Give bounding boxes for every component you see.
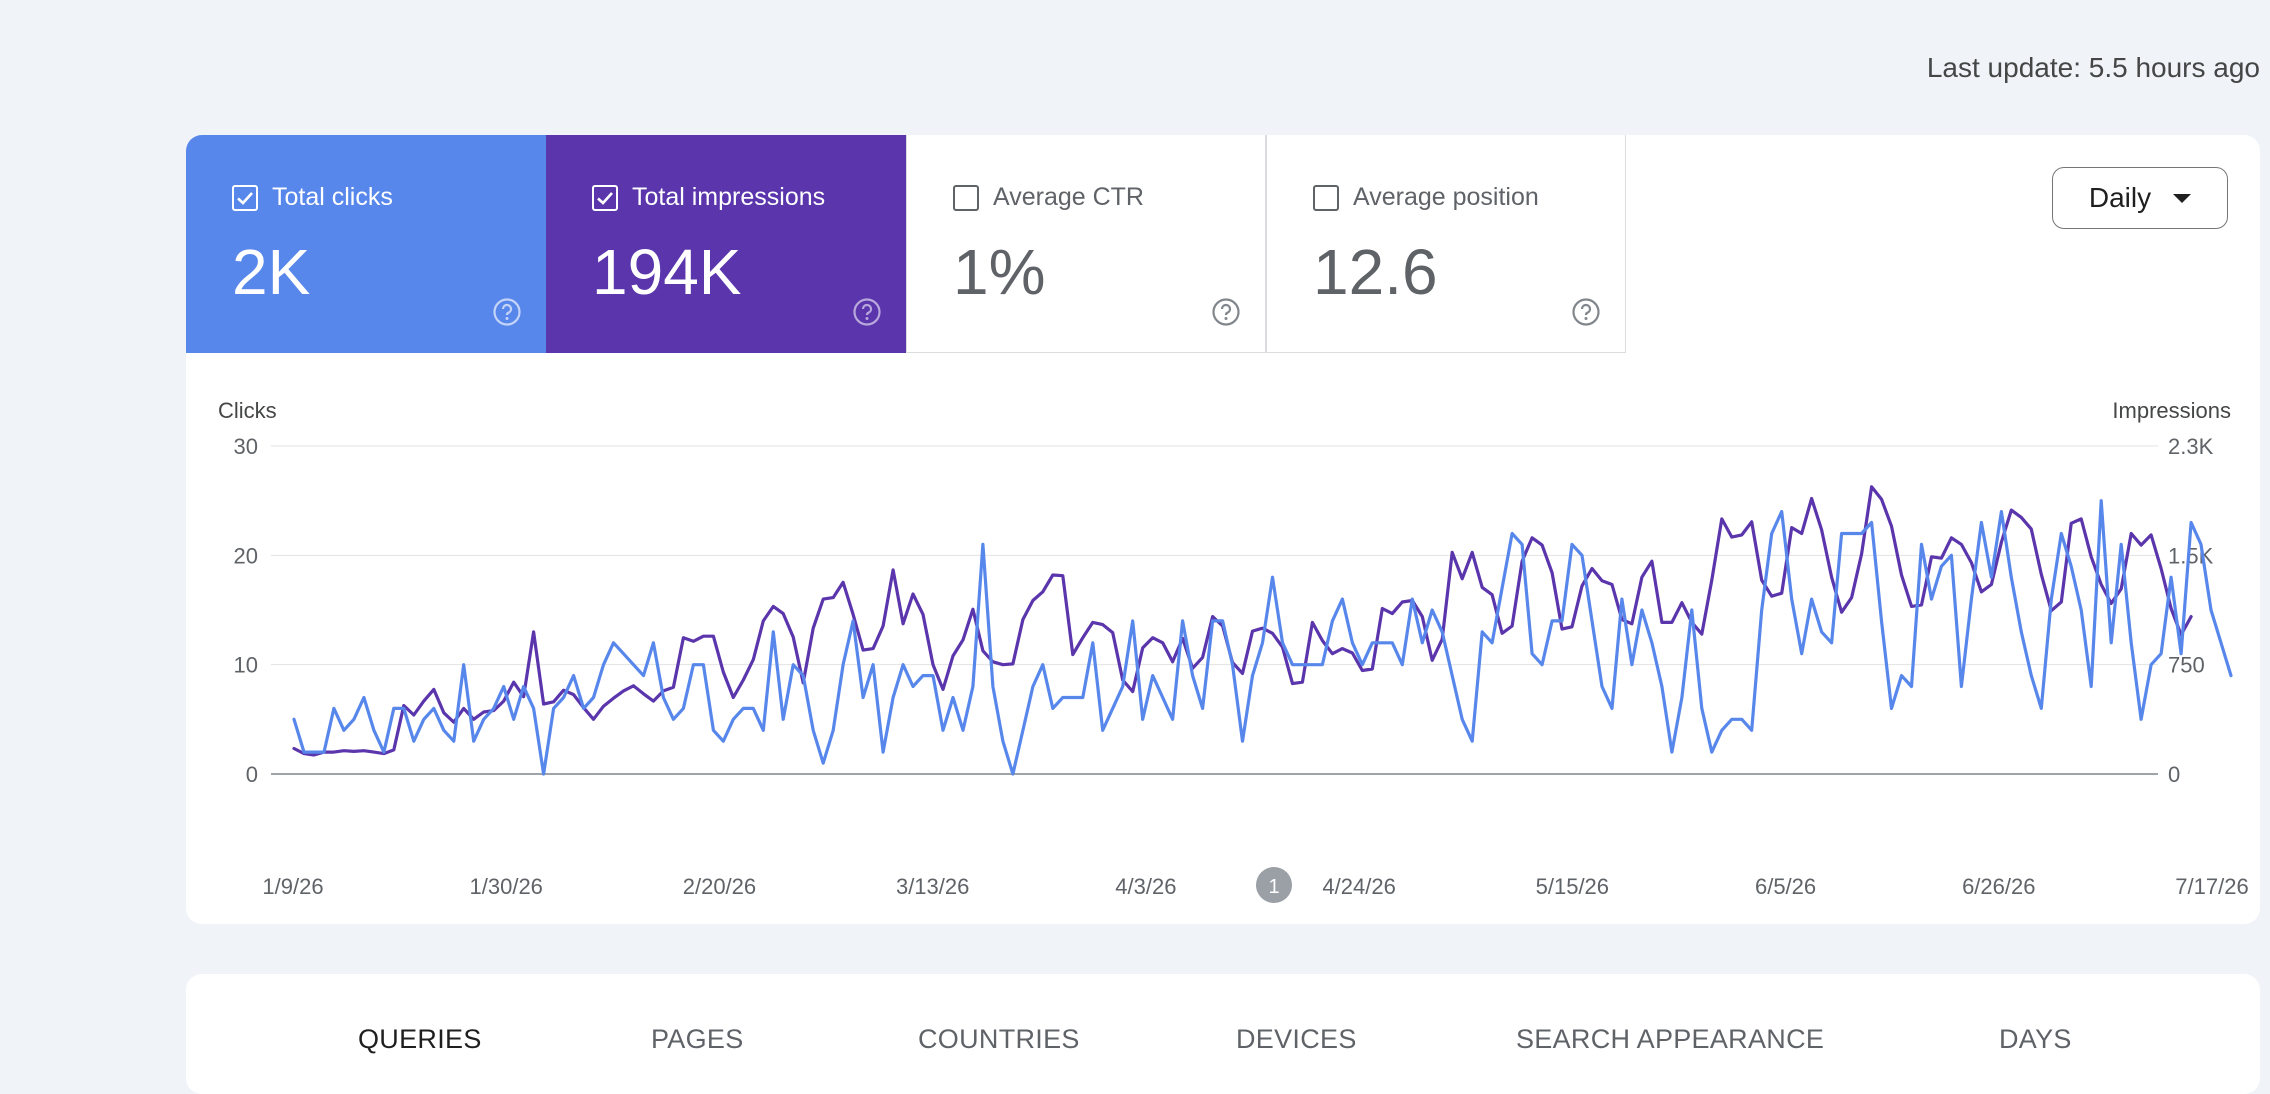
checkbox-checked-icon[interactable] <box>592 184 618 211</box>
metric-card-header: Average CTR <box>953 183 1144 212</box>
x-tick-label: 4/3/26 <box>1115 874 1176 899</box>
annotation-marker <box>1256 867 1292 903</box>
metric-label: Total impressions <box>632 183 826 211</box>
series-line-total-impressions <box>292 485 2193 757</box>
y-left-tick-label: 20 <box>234 543 258 568</box>
checkbox-unchecked-icon[interactable] <box>953 184 979 211</box>
dimension-tabs: QUERIES PAGES COUNTRIES DEVICES SEARCH A… <box>186 974 2260 1094</box>
help-icon[interactable] <box>492 297 522 327</box>
metric-card-header: Average position <box>1313 183 1539 212</box>
y-right-tick-label: 2.3K <box>2168 434 2214 459</box>
y-left-tick-label: 0 <box>246 762 258 787</box>
tab-devices[interactable]: DEVICES <box>1236 1024 1357 1054</box>
help-icon[interactable] <box>852 297 882 327</box>
metric-card-header: Total clicks <box>232 183 393 212</box>
performance-panel: Total clicks 2K Total impressions 194K A… <box>186 135 2260 924</box>
y-right-tick-label: 750 <box>2168 653 2205 678</box>
metric-value: 1% <box>953 236 1046 308</box>
metric-value: 194K <box>592 236 742 308</box>
metric-value: 12.6 <box>1313 236 1438 308</box>
performance-chart: Clicks Impressions 30 2.3K 20 1.5K 10 750 0 0 1/9/… <box>186 353 2260 924</box>
metric-value: 2K <box>232 236 311 308</box>
caret-down-icon <box>2173 193 2192 203</box>
x-tick-label: 6/26/26 <box>1962 874 2035 899</box>
tab-search-appearance[interactable]: SEARCH APPEARANCE <box>1516 1024 1825 1054</box>
y-right-tick-label: 0 <box>2168 762 2180 787</box>
help-icon[interactable] <box>1211 297 1241 327</box>
metric-card-total-clicks[interactable]: Total clicks 2K <box>186 135 546 353</box>
annotation-label: 1 <box>1268 876 1279 898</box>
help-icon[interactable] <box>1571 297 1601 327</box>
metric-label: Average CTR <box>993 183 1144 211</box>
x-tick-label: 5/15/26 <box>1536 874 1609 899</box>
series-line-total-clicks <box>292 499 2233 776</box>
tab-queries[interactable]: QUERIES <box>358 1024 482 1054</box>
x-tick-label: 7/17/26 <box>2175 874 2248 899</box>
tab-pages[interactable]: PAGES <box>651 1024 744 1054</box>
y-left-axis-title: Clicks <box>218 398 277 423</box>
y-left-tick-label: 10 <box>234 653 258 678</box>
metric-card-total-impressions[interactable]: Total impressions 194K <box>546 135 906 353</box>
x-tick-label: 1/30/26 <box>470 874 543 899</box>
y-right-axis-title: Impressions <box>2112 398 2231 423</box>
tab-countries[interactable]: COUNTRIES <box>918 1024 1080 1054</box>
x-tick-label: 1/9/26 <box>262 874 323 899</box>
x-tick-label: 6/5/26 <box>1755 874 1816 899</box>
x-tick-label: 2/20/26 <box>683 874 756 899</box>
metric-card-average-ctr[interactable]: Average CTR 1% <box>906 135 1266 353</box>
x-tick-label: 3/13/26 <box>896 874 969 899</box>
metric-label: Average position <box>1353 183 1539 211</box>
granularity-dropdown[interactable]: Daily <box>2052 167 2228 229</box>
granularity-selected: Daily <box>2088 182 2152 213</box>
metric-label: Total clicks <box>272 183 393 211</box>
checkbox-unchecked-icon[interactable] <box>1313 184 1339 211</box>
metric-card-average-position[interactable]: Average position 12.6 <box>1266 135 1626 353</box>
checkbox-checked-icon[interactable] <box>232 184 258 211</box>
x-tick-label: 4/24/26 <box>1322 874 1395 899</box>
last-update-text: Last update: 5.5 hours ago <box>1926 52 2260 83</box>
metric-card-header: Total impressions <box>592 183 825 212</box>
tab-days[interactable]: DAYS <box>1999 1024 2072 1054</box>
y-left-tick-label: 30 <box>234 434 258 459</box>
